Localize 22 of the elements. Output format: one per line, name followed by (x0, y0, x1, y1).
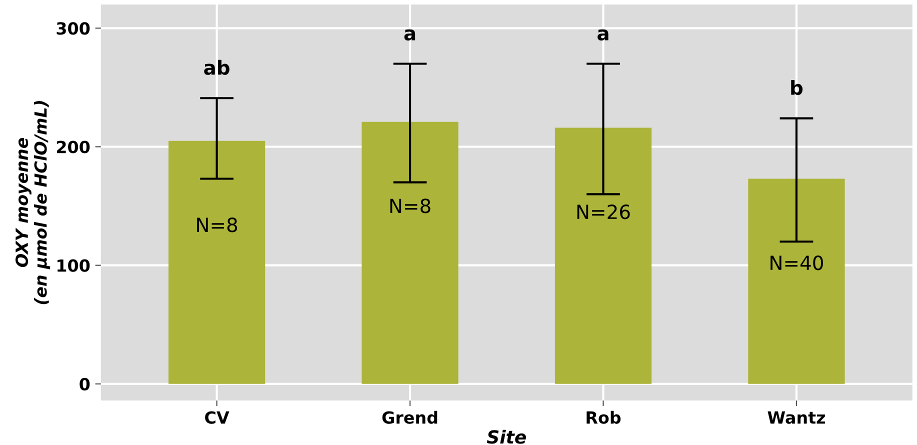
annotation: N=8 (197, 218, 238, 232)
y-tick-label: 200 (56, 140, 90, 154)
y-tick-label: 0 (80, 378, 90, 390)
y-tick-label: 100 (58, 259, 90, 272)
annotation: b (791, 80, 803, 96)
annotation: a (598, 29, 608, 41)
y-tick-label: 300 (56, 22, 90, 35)
x-tick-label: Grend (382, 410, 438, 424)
bar (168, 140, 266, 384)
annotation: N=40 (770, 255, 823, 270)
bar (362, 122, 458, 384)
annotation: N=26 (577, 204, 630, 220)
x-tick-label: Wantz (768, 411, 825, 424)
annotation: N=8 (390, 198, 430, 214)
x-tick-label: Rob (586, 410, 621, 424)
x-axis-title: Site (486, 430, 526, 444)
bar (748, 178, 845, 384)
bar (554, 128, 652, 384)
x-tick-label: CV (205, 411, 230, 424)
annotation: ab (204, 60, 230, 75)
annotation: a (404, 29, 416, 41)
y-axis-title: OXY moyenne (en µmol de HClO/mL) (15, 101, 50, 304)
